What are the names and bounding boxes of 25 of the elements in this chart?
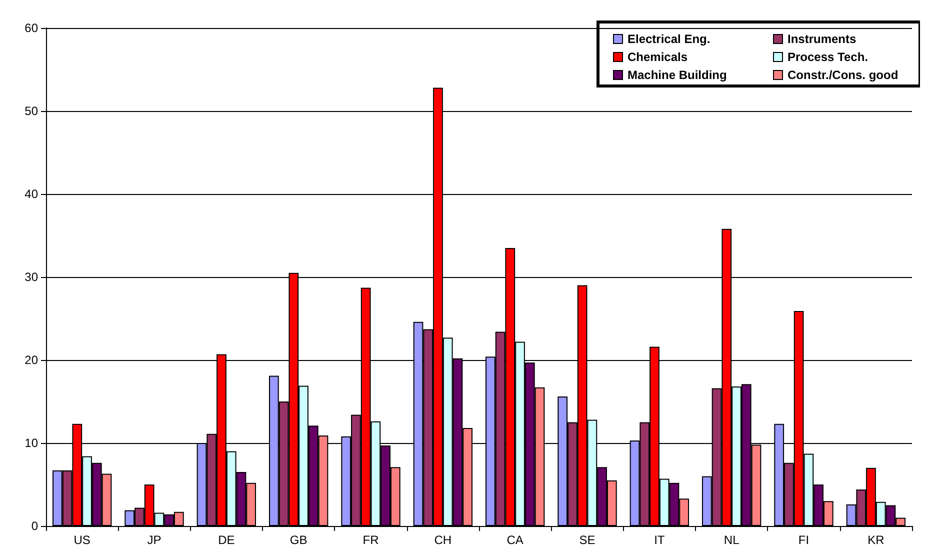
y-tick-label: 60 [24, 21, 38, 35]
x-tick-label: GB [290, 533, 308, 547]
x-tick-label: NL [724, 533, 740, 547]
y-tick-label: 0 [31, 519, 38, 533]
x-tick-label: KR [868, 533, 885, 547]
x-tick-label: IT [654, 533, 666, 547]
y-tick-label: 40 [24, 187, 38, 201]
x-tick-label: US [74, 533, 90, 547]
x-tick-label: CA [506, 533, 524, 547]
legend-label: Process Tech. [788, 50, 868, 64]
legend-label: Constr./Cons. good [788, 68, 898, 82]
x-tick-label: FR [362, 533, 380, 547]
y-tick-label: 20 [24, 353, 38, 367]
legend-label: Instruments [788, 32, 857, 46]
legend-label: Chemicals [628, 50, 688, 64]
y-tick-label: 30 [24, 270, 38, 284]
x-tick-label: JP [147, 533, 162, 547]
legend-label: Machine Building [628, 68, 727, 82]
y-tick-label: 50 [24, 104, 38, 118]
legend-label: Electrical Eng. [628, 32, 710, 46]
x-tick-label: CH [434, 533, 452, 547]
y-tick-label: 10 [24, 436, 38, 450]
x-tick-label: DE [218, 533, 235, 547]
x-tick-label: FI [798, 533, 810, 547]
x-tick-label: SE [579, 533, 596, 547]
